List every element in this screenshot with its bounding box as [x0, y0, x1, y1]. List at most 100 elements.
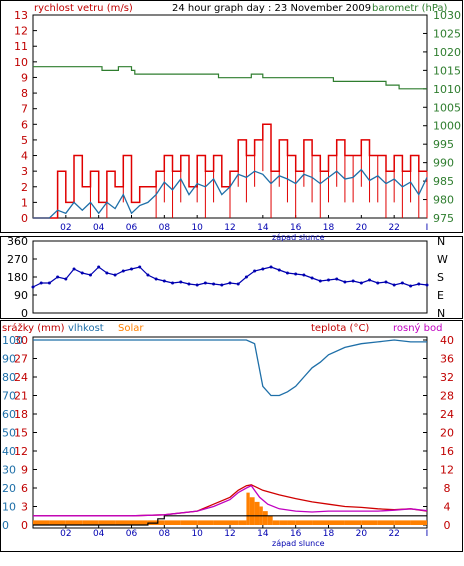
direction-tick-label: 0 — [21, 307, 28, 320]
solar-bar — [254, 501, 260, 525]
rain-tick-label: 9 — [21, 464, 28, 477]
temperature-tick-label: 20 — [440, 427, 454, 440]
humidity-line — [33, 339, 427, 397]
rain-tick-label: 21 — [14, 390, 28, 403]
solar-bar — [180, 520, 198, 525]
temperature-tick-label: 16 — [440, 445, 454, 458]
direction-tick-label: 360 — [7, 235, 28, 248]
compass-label: N — [437, 235, 445, 248]
wind-tick-label: 1 — [21, 196, 28, 209]
rain-tick-label: 30 — [14, 334, 28, 347]
x-tick-label-bottom: 18 — [323, 529, 335, 539]
wind-tick-label: 2 — [21, 181, 28, 194]
x-tick-label-top: 16 — [290, 223, 302, 233]
solar-bar — [49, 520, 66, 525]
wind-direction-point — [47, 281, 51, 285]
temperature-tick-label: 12 — [440, 464, 454, 477]
wind-direction-point — [335, 277, 339, 281]
rain-tick-label: 12 — [14, 445, 28, 458]
wind-direction-point — [162, 279, 166, 283]
humidity-tick-label: 50 — [2, 427, 16, 440]
solar-bar — [131, 520, 148, 525]
chart-title: 24 hour graph day : 23 November 2009 — [172, 3, 371, 14]
wind-direction-point — [64, 277, 68, 281]
x-tick-label-bottom: 04 — [93, 529, 105, 539]
barometer-tick-label: 985 — [433, 175, 454, 188]
solar-bar — [98, 520, 116, 525]
compass-label: N — [437, 307, 445, 320]
wind-direction-point — [351, 279, 355, 283]
barometer-tick-label: 1020 — [433, 46, 461, 59]
wind-direction-point — [318, 279, 322, 283]
solar-bar — [33, 520, 50, 525]
x-tick-label-top: 18 — [323, 223, 335, 233]
temperature-tick-label: 36 — [440, 353, 454, 366]
solar-bar — [377, 520, 395, 525]
wind-direction-point — [80, 271, 84, 275]
solar-label: Solar — [118, 323, 144, 334]
solar-bar — [238, 520, 247, 525]
wind-tick-label: 13 — [14, 9, 28, 22]
rain-tick-label: 18 — [14, 408, 28, 421]
rain-tick-label: 0 — [21, 519, 28, 532]
solar-bar — [410, 520, 427, 525]
x-tick-label-top: 20 — [356, 223, 368, 233]
humidity-tick-label: 30 — [2, 464, 16, 477]
wind-direction-point — [368, 278, 372, 282]
chart-marks: 0123456789101112139759809859909951000100… — [2, 9, 461, 539]
solar-bar — [115, 520, 132, 525]
rain-tick-label: 15 — [14, 427, 28, 440]
humidity-tick-label: 100 — [2, 334, 23, 347]
wind-direction-point — [31, 285, 35, 289]
wind-direction-point — [236, 282, 240, 286]
wind-direction-point — [203, 281, 207, 285]
wind-direction-point — [228, 281, 232, 285]
wind-tick-label: 12 — [14, 25, 28, 38]
wind-direction-point — [277, 268, 281, 272]
solar-bar — [344, 520, 362, 525]
rain-tick-label: 24 — [14, 371, 28, 384]
solar-bar — [267, 515, 273, 525]
rain-tick-label: 3 — [21, 501, 28, 514]
solar-bar — [164, 520, 181, 525]
x-tick-label-top: 06 — [126, 223, 138, 233]
wind-tick-label: 11 — [14, 40, 28, 53]
barometer-tick-label: 1030 — [433, 9, 461, 22]
barometer-tick-label: 1015 — [433, 64, 461, 77]
wind-direction-point — [121, 269, 125, 273]
humidity-tick-label: 40 — [2, 445, 16, 458]
solar-bar — [312, 520, 329, 525]
solar-bar — [230, 520, 239, 525]
solar-bar — [82, 520, 99, 525]
wind-direction-point — [179, 280, 183, 284]
compass-label: E — [437, 289, 444, 302]
wind-direction-point — [105, 271, 109, 275]
barometer-line — [33, 66, 427, 90]
humidity-tick-label: 80 — [2, 371, 16, 384]
temperature-tick-label: 28 — [440, 390, 454, 403]
wind-direction-point — [343, 280, 347, 284]
solar-bar — [262, 511, 268, 525]
wind-tick-label: 8 — [21, 87, 28, 100]
barometer-tick-label: 1005 — [433, 101, 461, 114]
x-tick-label-bottom: 16 — [290, 529, 302, 539]
temperature-label: teplota (°C) — [311, 323, 369, 334]
wind-direction-point — [400, 281, 404, 285]
direction-tick-label: 270 — [7, 253, 28, 266]
wind-direction-point — [195, 283, 199, 287]
wind-direction-point — [244, 275, 248, 279]
x-tick-label-bottom: 02 — [60, 529, 71, 539]
wind-direction-point — [417, 282, 421, 286]
dewpoint-label: rosný bod — [393, 322, 442, 334]
rain-line — [33, 515, 427, 526]
wind-average-line — [33, 168, 428, 219]
wind-direction-point — [56, 275, 60, 279]
x-tick-label-top: 02 — [60, 223, 71, 233]
humidity-label: vlhkost — [68, 323, 104, 334]
x-tick-label-top: 22 — [388, 223, 399, 233]
wind-tick-label: 10 — [14, 56, 28, 69]
wind-direction-point — [72, 267, 76, 271]
wind-direction-point — [220, 283, 224, 287]
